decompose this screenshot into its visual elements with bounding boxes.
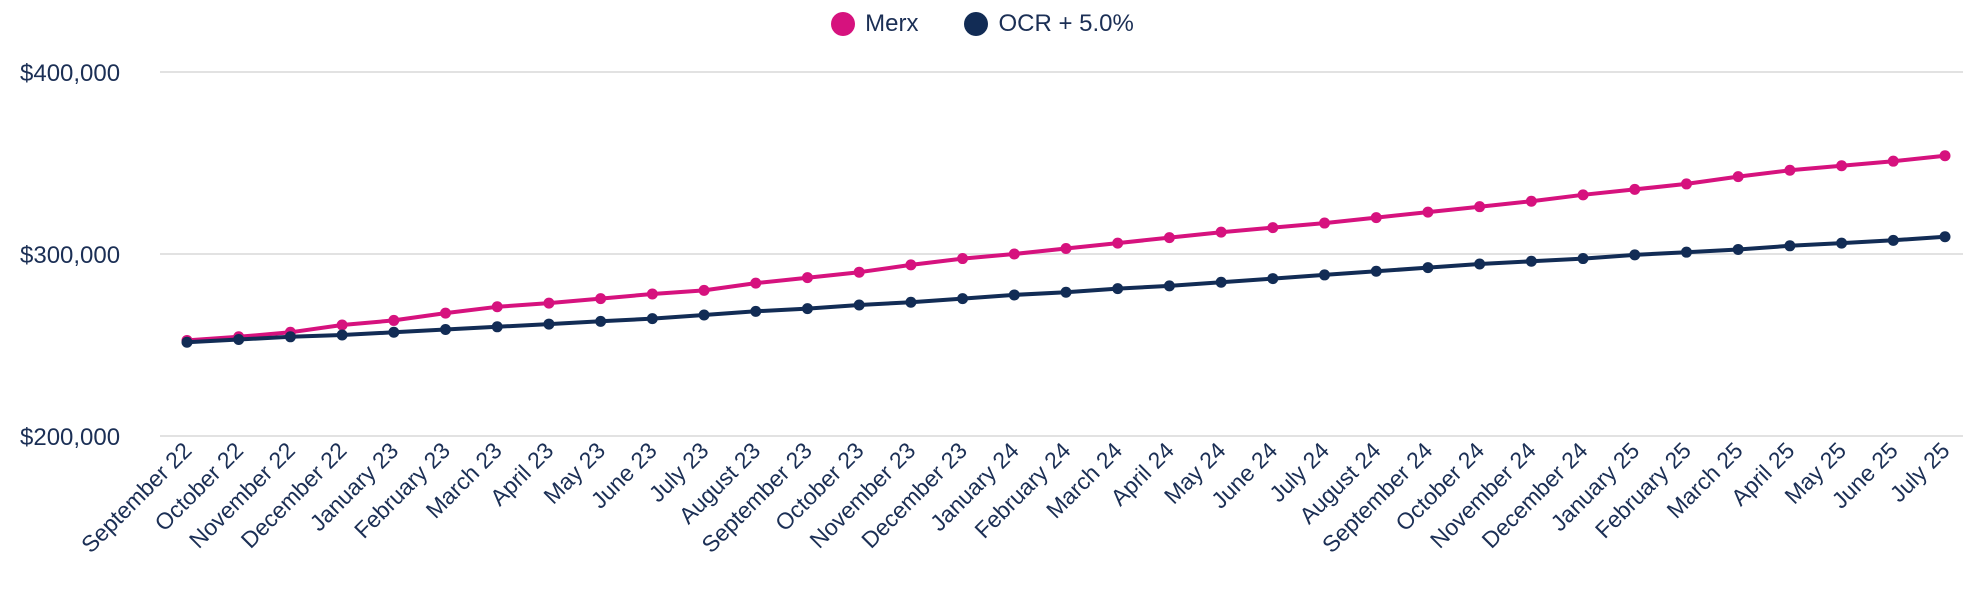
series-1-point: [543, 318, 555, 330]
series-0-point: [1163, 232, 1175, 244]
series-0-point: [1112, 237, 1124, 249]
series-0-point: [1474, 201, 1486, 213]
legend-label-ocr: OCR + 5.0%: [998, 10, 1134, 37]
series-0-point: [1319, 217, 1331, 229]
series-0-point: [1939, 150, 1951, 162]
series-1-point: [1370, 265, 1382, 277]
series-1-point: [801, 303, 813, 315]
series-0-point: [1525, 195, 1537, 207]
series-1-point: [284, 331, 296, 343]
series-0-point: [1008, 248, 1020, 260]
series-0-point: [1887, 155, 1899, 167]
series-0-point: [336, 319, 348, 331]
series-0-point: [801, 272, 813, 284]
y-tick-label: $200,000: [20, 424, 120, 451]
x-tick-label: July 25: [1885, 437, 1955, 507]
series-1-point: [646, 313, 658, 325]
series-1-point: [1939, 231, 1951, 243]
series-0-point: [1732, 171, 1744, 183]
series-1-point: [1008, 289, 1020, 301]
series-1-point: [1319, 269, 1331, 281]
legend-marker-ocr: [964, 12, 989, 36]
series-0-point: [440, 307, 452, 319]
series-1-point: [905, 296, 917, 308]
series-0-point: [698, 284, 710, 296]
series-0-point: [1215, 226, 1227, 238]
legend-item-merx[interactable]: Merx: [831, 10, 918, 38]
series-1-point: [336, 329, 348, 341]
series-1-point: [1163, 280, 1175, 292]
series-1-point: [1525, 255, 1537, 267]
series-0-point: [646, 288, 658, 300]
chart-legend: Merx OCR + 5.0%: [0, 10, 1965, 38]
series-0-point: [750, 277, 762, 289]
series-1-point: [1474, 258, 1486, 270]
series-0-point: [1680, 178, 1692, 190]
series-0-point: [1267, 222, 1279, 234]
series-1-point: [1887, 234, 1899, 246]
series-1-point: [1060, 286, 1072, 298]
series-1-point: [440, 324, 452, 336]
series-1-point: [1267, 273, 1279, 285]
y-tick-label: $300,000: [20, 242, 120, 269]
series-1-point: [957, 293, 969, 305]
y-tick-label: $400,000: [20, 60, 120, 87]
series-1-point: [388, 326, 400, 338]
series-0-point: [1422, 206, 1434, 218]
series-0-point: [388, 314, 400, 326]
series-1-point: [1836, 237, 1848, 249]
series-0-point: [1784, 164, 1796, 176]
series-1-point: [1629, 249, 1641, 261]
series-0-point: [595, 293, 607, 305]
series-0-point: [1629, 183, 1641, 195]
series-0-point: [543, 297, 555, 309]
series-1-point: [181, 336, 193, 348]
series-1-point: [1784, 240, 1796, 252]
series-1-point: [853, 299, 865, 311]
series-1-point: [1215, 276, 1227, 288]
series-1-point: [750, 305, 762, 317]
legend-marker-merx: [831, 12, 856, 36]
series-1-point: [1680, 246, 1692, 258]
series-0-point: [491, 301, 503, 313]
series-1-point: [595, 315, 607, 327]
series-1-point: [1422, 262, 1434, 274]
series-0-point: [853, 266, 865, 278]
series-0-point: [1836, 160, 1848, 172]
series-1-point: [1577, 253, 1589, 265]
series-0-point: [1060, 243, 1072, 255]
series-1-point: [1732, 243, 1744, 255]
series-1-point: [233, 334, 245, 346]
legend-label-merx: Merx: [865, 10, 919, 37]
series-1-point: [491, 321, 503, 333]
series-0-point: [905, 259, 917, 271]
series-0-point: [1577, 189, 1589, 201]
series-1-point: [698, 309, 710, 321]
series-1-point: [1112, 283, 1124, 295]
legend-item-ocr[interactable]: OCR + 5.0%: [964, 10, 1134, 38]
series-0-point: [1370, 212, 1382, 224]
series-0-point: [957, 253, 969, 265]
